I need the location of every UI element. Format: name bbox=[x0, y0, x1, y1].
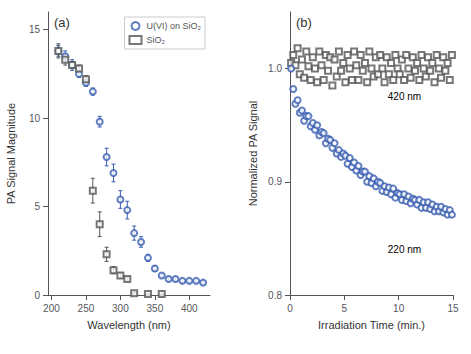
svg-text:0.8: 0.8 bbox=[268, 290, 282, 301]
svg-text:U(VI) on SiO₂: U(VI) on SiO₂ bbox=[146, 21, 201, 31]
svg-text:SiO₂: SiO₂ bbox=[146, 35, 165, 45]
svg-text:Wavelength (nm): Wavelength (nm) bbox=[87, 319, 170, 331]
svg-text:10: 10 bbox=[393, 303, 405, 314]
svg-text:400: 400 bbox=[181, 303, 198, 314]
svg-text:250: 250 bbox=[78, 303, 95, 314]
svg-text:15: 15 bbox=[447, 303, 459, 314]
svg-text:(a): (a) bbox=[54, 15, 70, 30]
svg-text:420 nm: 420 nm bbox=[388, 91, 421, 102]
svg-text:5: 5 bbox=[342, 303, 348, 314]
svg-text:15: 15 bbox=[29, 24, 41, 35]
svg-text:PA Signal Magnitude: PA Signal Magnitude bbox=[5, 103, 17, 204]
svg-text:0: 0 bbox=[287, 303, 293, 314]
svg-text:10: 10 bbox=[29, 113, 41, 124]
svg-text:200: 200 bbox=[43, 303, 60, 314]
svg-text:5: 5 bbox=[34, 201, 40, 212]
svg-text:0.9: 0.9 bbox=[268, 176, 282, 187]
svg-text:1.0: 1.0 bbox=[268, 63, 282, 74]
svg-text:Irradiation Time (min.): Irradiation Time (min.) bbox=[318, 319, 425, 331]
svg-text:350: 350 bbox=[147, 303, 164, 314]
svg-text:0: 0 bbox=[34, 290, 40, 301]
svg-text:220 nm: 220 nm bbox=[388, 244, 421, 255]
svg-text:300: 300 bbox=[112, 303, 129, 314]
svg-text:(b): (b) bbox=[296, 15, 312, 30]
svg-text:Normalized PA Signal: Normalized PA Signal bbox=[247, 101, 259, 207]
